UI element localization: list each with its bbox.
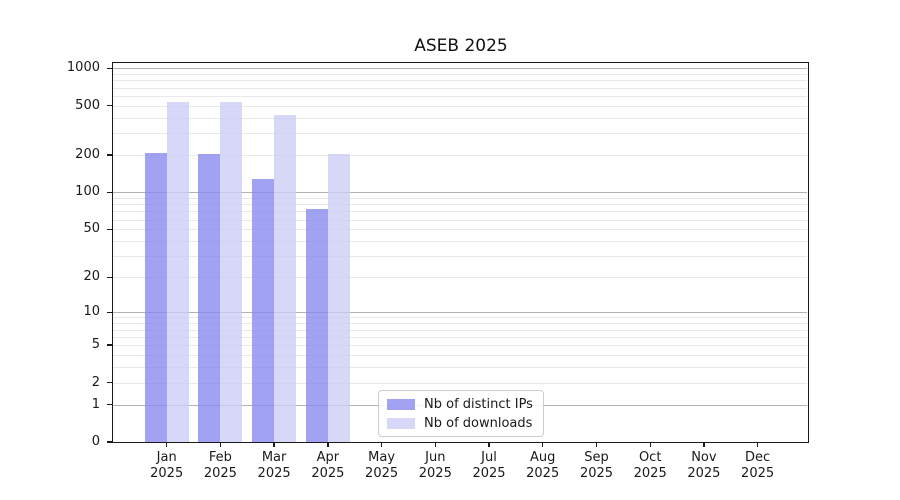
x-tick-mark (434, 442, 436, 447)
y-tick-mark (107, 154, 112, 156)
y-tick-label: 1000 (66, 60, 100, 76)
y-tick-mark (107, 441, 112, 443)
legend-row-distinct-ips: Nb of distinct IPs (379, 395, 543, 414)
minor-gridline (113, 87, 807, 89)
x-tick-mark (327, 442, 329, 447)
legend-label-downloads: Nb of downloads (424, 416, 533, 431)
major-gridline (113, 192, 807, 194)
minor-gridline (113, 256, 807, 258)
y-tick-mark (107, 104, 112, 107)
minor-gridline (113, 229, 807, 231)
x-tick-mark (380, 442, 383, 447)
legend-swatch-downloads (387, 418, 415, 429)
x-tick-label: Dec 2025 (741, 450, 775, 481)
minor-gridline (113, 317, 807, 319)
minor-gridline (113, 382, 807, 384)
minor-gridline (113, 197, 807, 199)
minor-gridline (113, 105, 807, 107)
bar-apr-ips (305, 209, 328, 442)
x-tick-label: Jan 2025 (150, 450, 184, 481)
y-tick-label: 200 (75, 147, 100, 162)
bar-jan-ips (144, 152, 167, 442)
y-tick-mark (107, 228, 112, 230)
minor-gridline (113, 241, 807, 243)
y-tick-label: 50 (83, 221, 100, 237)
y-tick-mark (107, 403, 112, 406)
bar-jan-downloads (166, 101, 189, 442)
minor-gridline (113, 204, 807, 206)
x-tick-mark (756, 442, 759, 447)
x-tick-mark (219, 442, 222, 447)
legend: Nb of distinct IPs Nb of downloads (378, 390, 544, 437)
y-tick-label: 0 (91, 434, 100, 449)
y-tick-label: 5 (91, 337, 100, 353)
y-tick-mark (107, 276, 112, 278)
minor-gridline (113, 336, 807, 338)
minor-gridline (113, 211, 807, 213)
x-tick-label: Oct 2025 (633, 450, 667, 481)
x-tick-label: Jun 2025 (418, 450, 452, 481)
x-tick-label: May 2025 (365, 450, 399, 481)
bar-apr-downloads (327, 153, 350, 442)
x-tick-label: Nov 2025 (687, 450, 721, 481)
minor-gridline (113, 367, 807, 368)
minor-gridline (113, 323, 807, 325)
y-tick-mark (107, 381, 112, 384)
major-gridline (113, 68, 807, 70)
y-tick-label: 1 (91, 396, 100, 412)
minor-gridline (113, 329, 807, 331)
minor-gridline (113, 117, 807, 119)
minor-gridline (113, 277, 807, 279)
y-tick-label: 10 (83, 304, 100, 320)
x-tick-label: Apr 2025 (311, 450, 345, 481)
x-tick-mark (488, 442, 490, 447)
bar-mar-ips (252, 179, 275, 442)
bar-feb-downloads (220, 101, 243, 442)
y-tick-mark (107, 67, 112, 69)
x-tick-label: Jul 2025 (472, 450, 506, 481)
x-tick-mark (273, 442, 275, 447)
y-tick-mark (107, 344, 112, 346)
minor-gridline (113, 133, 807, 135)
x-tick-mark (595, 442, 598, 447)
minor-gridline (113, 219, 807, 221)
chart-title: ASEB 2025 (414, 36, 508, 56)
minor-gridline (113, 345, 807, 347)
legend-row-downloads: Nb of downloads (379, 414, 543, 433)
y-tick-label: 100 (75, 184, 100, 200)
y-tick-mark (107, 311, 112, 313)
minor-gridline (113, 95, 807, 97)
y-tick-label: 2 (91, 374, 100, 390)
x-tick-mark (166, 442, 168, 447)
y-tick-mark (107, 191, 112, 193)
major-gridline (113, 312, 807, 314)
x-tick-label: Feb 2025 (203, 450, 237, 481)
legend-label-distinct-ips: Nb of distinct IPs (424, 397, 533, 412)
minor-gridline (113, 354, 807, 356)
minor-gridline (113, 80, 807, 82)
minor-gridline (113, 155, 807, 156)
bar-mar-downloads (274, 115, 297, 442)
x-tick-mark (542, 442, 544, 447)
bar-feb-ips (198, 153, 221, 442)
minor-gridline (113, 73, 807, 75)
y-tick-label: 500 (75, 97, 100, 113)
x-tick-label: Sep 2025 (579, 450, 614, 481)
y-tick-label: 20 (83, 269, 100, 285)
legend-swatch-distinct-ips (387, 399, 415, 410)
x-tick-label: Aug 2025 (526, 450, 560, 481)
x-tick-mark (649, 442, 651, 447)
x-tick-mark (703, 442, 705, 447)
x-tick-label: Mar 2025 (257, 450, 291, 481)
